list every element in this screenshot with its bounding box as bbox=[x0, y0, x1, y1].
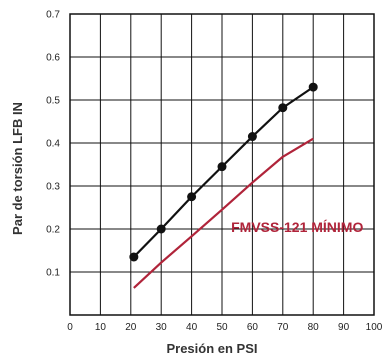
x-tick-label: 90 bbox=[338, 322, 350, 333]
y-tick-label: 0.1 bbox=[46, 268, 60, 279]
series-annotation: FMVSS-121 MÍNIMO bbox=[231, 219, 363, 235]
y-axis-title: Par de torsión LFB IN bbox=[10, 102, 25, 235]
x-tick-label: 50 bbox=[216, 322, 228, 333]
x-axis-title: Presión en PSI bbox=[166, 341, 257, 356]
series-line-2 bbox=[133, 137, 314, 289]
y-tick-label: 0.6 bbox=[46, 53, 60, 64]
data-point bbox=[278, 103, 288, 113]
x-tick-label: 0 bbox=[67, 322, 73, 333]
data-point bbox=[187, 192, 197, 202]
tick-labels: 0 10 20 30 40 50 60 70 80 90 100 0.1 0.2 0.3 0.4 0.5 0.6… bbox=[46, 10, 383, 334]
y-tick-label: 0.4 bbox=[46, 139, 60, 150]
series bbox=[129, 82, 318, 289]
x-tick-label: 30 bbox=[156, 322, 168, 333]
data-point bbox=[308, 82, 318, 92]
data-point bbox=[129, 252, 139, 262]
data-point bbox=[247, 132, 257, 142]
y-tick-label: 0.7 bbox=[46, 10, 60, 21]
x-tick-label: 100 bbox=[366, 322, 383, 333]
x-tick-label: 80 bbox=[308, 322, 320, 333]
x-tick-label: 40 bbox=[186, 322, 198, 333]
plot-frame bbox=[69, 13, 375, 316]
x-tick-label: 10 bbox=[95, 322, 107, 333]
data-point bbox=[217, 162, 227, 172]
y-tick-label: 0.3 bbox=[46, 182, 60, 193]
x-tick-label: 70 bbox=[277, 322, 289, 333]
data-point bbox=[156, 224, 166, 234]
annotations: FMVSS-121 MÍNIMO bbox=[231, 219, 363, 235]
x-tick-label: 60 bbox=[247, 322, 259, 333]
x-tick-label: 20 bbox=[125, 322, 137, 333]
y-tick-label: 0.2 bbox=[46, 225, 60, 236]
y-tick-label: 0.5 bbox=[46, 96, 60, 107]
